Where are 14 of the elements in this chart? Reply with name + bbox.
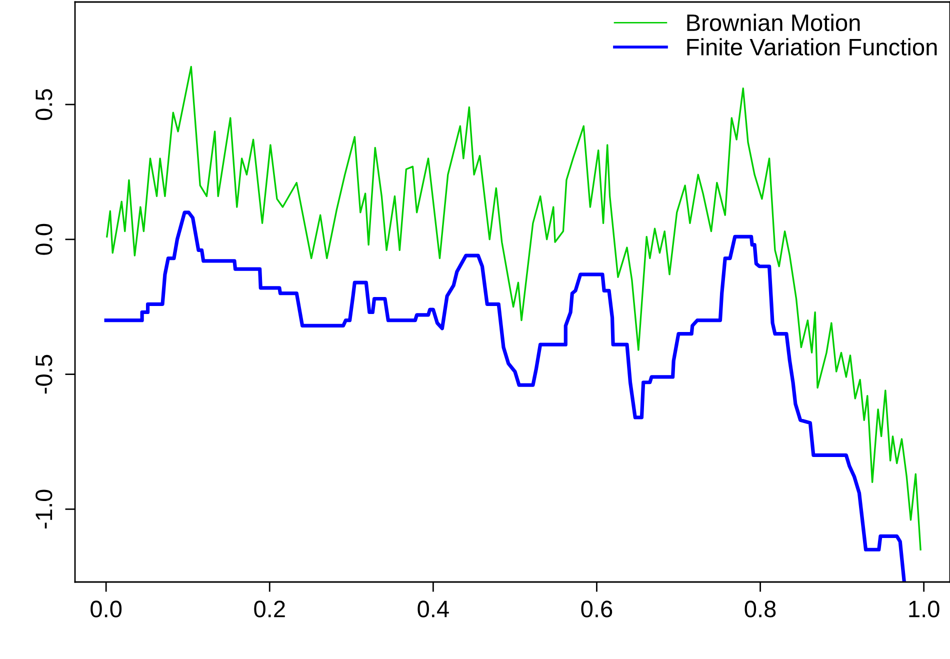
x-tick-label: 0.8 [744,600,776,618]
x-tick-label: 0.0 [90,600,122,618]
y-tick-label: 0.5 [36,89,52,120]
line-series [106,66,922,550]
x-tick-label: 0.4 [418,600,449,618]
x-tick-label: 0.6 [581,600,612,618]
x-tick-label: 1.0 [909,600,940,618]
legend-label: Brownian Motion [687,14,860,32]
x-tick-label: 0.2 [254,600,285,618]
legend-label: Finite Variation Function [687,38,937,56]
y-tick-label: -0.5 [36,354,52,394]
line-series [104,210,906,582]
y-tick-label: 0.0 [36,224,52,255]
y-tick-label: -1.0 [36,490,52,528]
